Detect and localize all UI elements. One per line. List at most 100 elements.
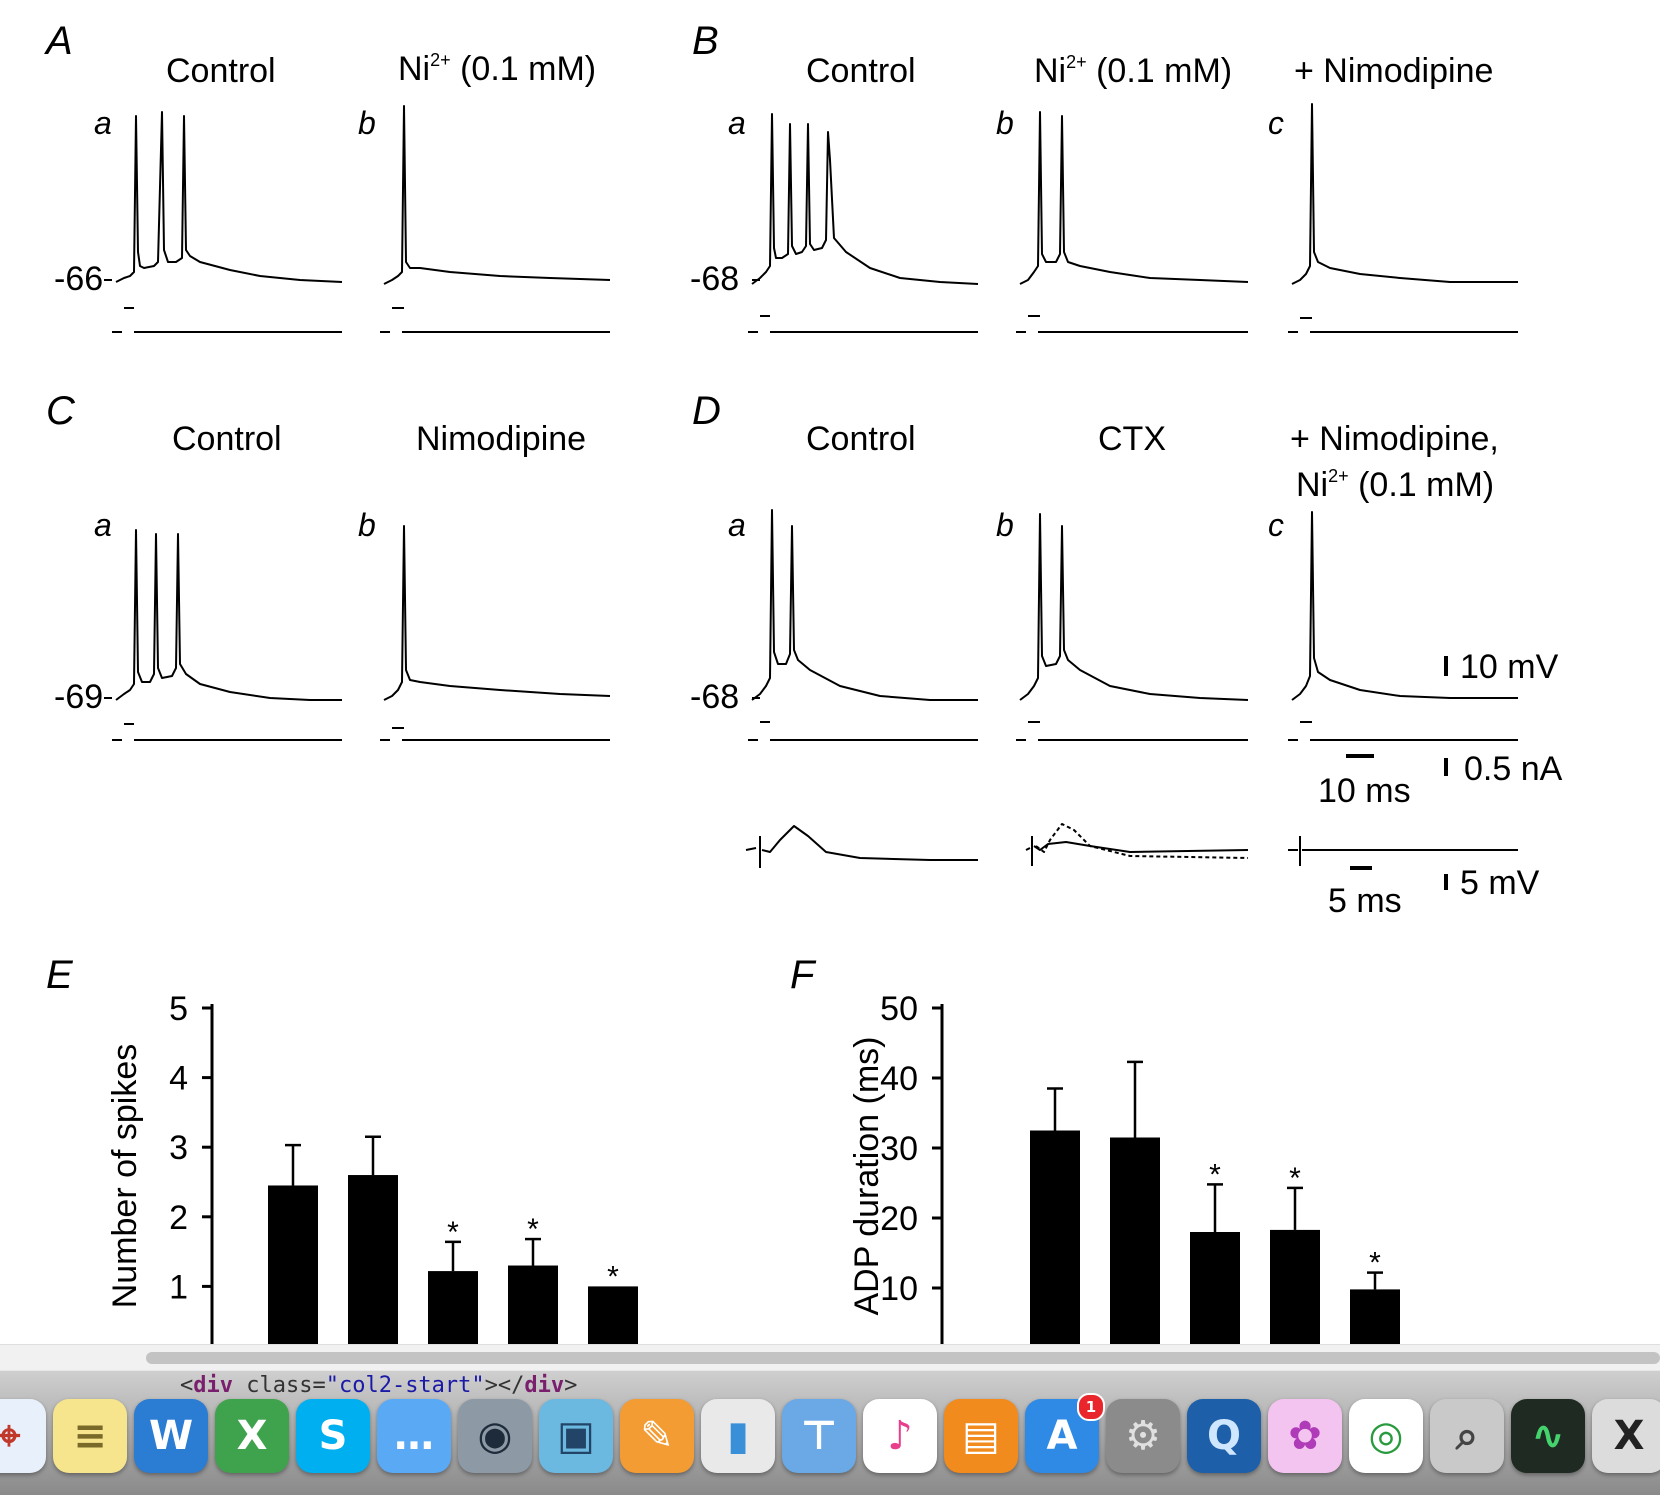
y-axis-label: ADP duration (ms) (848, 1036, 886, 1315)
numbers-glyph-icon: ▮ (726, 1413, 749, 1459)
panel-label-e: E (46, 953, 74, 997)
y-tick-label: 3 (169, 1129, 188, 1167)
activity-monitor-icon[interactable]: ∿ (1511, 1399, 1585, 1473)
flower-app-icon[interactable]: ✿ (1268, 1399, 1342, 1473)
safari-glyph-icon: ⌖ (0, 1413, 21, 1459)
resting-potential-label: -68 (690, 678, 739, 716)
stickies-glyph-icon: ≡ (73, 1413, 107, 1459)
scrollbar-thumb[interactable] (146, 1352, 1660, 1364)
y-tick-label: 4 (169, 1060, 188, 1098)
condition-title: + Nimodipine, (1290, 420, 1499, 458)
bar (268, 1185, 318, 1344)
scalebar-label-inset-time: 5 ms (1328, 882, 1402, 920)
bar (588, 1286, 638, 1344)
voltage-trace (1019, 513, 1249, 701)
subpanel-letter: a (728, 105, 746, 141)
activity-monitor-glyph-icon: ∿ (1531, 1413, 1565, 1459)
significance-marker: * (1289, 1162, 1301, 1195)
chrome-icon[interactable]: ◎ (1349, 1399, 1423, 1473)
condition-title: Control (166, 52, 276, 90)
facetime-icon[interactable]: ◉ (458, 1399, 532, 1473)
scalebar-label-time: 10 ms (1318, 772, 1411, 810)
ibooks-icon[interactable]: ▤ (944, 1399, 1018, 1473)
panel-label-d: D (692, 389, 721, 433)
app-store-glyph-icon: A (1046, 1413, 1078, 1459)
voltage-trace (1291, 511, 1518, 701)
voltage-trace (115, 111, 343, 283)
x11-icon[interactable]: X (1592, 1399, 1660, 1473)
subpanel-letter: a (728, 507, 746, 543)
ibooks-glyph-icon: ▤ (962, 1413, 1000, 1459)
subpanel-letter: c (1268, 507, 1284, 543)
safari-icon[interactable]: ⌖ (0, 1399, 46, 1473)
horizontal-scrollbar[interactable] (0, 1344, 1660, 1371)
y-tick-label: 1 (169, 1268, 188, 1306)
skype-icon[interactable]: S (296, 1399, 370, 1473)
significance-marker: * (447, 1216, 459, 1249)
significance-marker: * (1209, 1158, 1221, 1191)
stickies-icon[interactable]: ≡ (53, 1399, 127, 1473)
y-tick-label: 30 (880, 1130, 918, 1168)
condition-title: Control (806, 420, 916, 458)
voltage-trace (1291, 103, 1518, 285)
bar (1190, 1232, 1240, 1344)
notification-badge: 1 (1077, 1393, 1105, 1421)
significance-marker: * (607, 1260, 619, 1293)
condition-title: Control (172, 420, 282, 458)
condition-title: + Nimodipine (1294, 52, 1493, 90)
bar (1270, 1229, 1320, 1344)
subpanel-letter: b (996, 507, 1014, 543)
subpanel-letter: a (94, 105, 112, 141)
condition-title: Nimodipine (416, 420, 586, 458)
current-steps (112, 307, 1518, 741)
system-preferences-glyph-icon: ⚙ (1125, 1413, 1161, 1459)
scalebar-label-current: 0.5 nA (1464, 750, 1563, 788)
vm-ticks (104, 279, 760, 699)
preview-glyph-icon: ⌕ (1455, 1413, 1479, 1459)
y-tick-label: 40 (880, 1060, 918, 1098)
messages-icon[interactable]: … (377, 1399, 451, 1473)
word-icon[interactable]: W (134, 1399, 208, 1473)
scale-bars (1346, 656, 1448, 890)
x11-glyph-icon: X (1613, 1413, 1645, 1459)
figure-canvas: A B C D E F Control Ni2+ (0.1 mM) a b -6… (44, 19, 1563, 1344)
resting-potential-label: -68 (690, 260, 739, 298)
subpanel-letter: c (1268, 105, 1284, 141)
voltage-trace (1019, 111, 1249, 285)
panel-label-f: F (790, 953, 817, 997)
itunes-icon[interactable]: ♪ (863, 1399, 937, 1473)
condition-title: Ni2+ (0.1 mM) (1296, 466, 1494, 504)
system-preferences-icon[interactable]: ⚙ (1106, 1399, 1180, 1473)
pages-icon[interactable]: ✎ (620, 1399, 694, 1473)
bar (508, 1265, 558, 1344)
pages-glyph-icon: ✎ (640, 1413, 674, 1459)
subpanel-letter: b (996, 105, 1014, 141)
panel-label-b: B (692, 19, 719, 63)
bar (1110, 1137, 1160, 1344)
excel-icon[interactable]: X (215, 1399, 289, 1473)
iphoto-icon[interactable]: ▣ (539, 1399, 613, 1473)
flower-app-glyph-icon: ✿ (1288, 1413, 1322, 1459)
resting-potential-label: -69 (54, 678, 103, 716)
numbers-icon[interactable]: ▮ (701, 1399, 775, 1473)
skype-glyph-icon: S (318, 1413, 348, 1459)
condition-title: Ni2+ (0.1 mM) (1034, 52, 1232, 90)
significance-marker: * (527, 1213, 539, 1246)
facetime-glyph-icon: ◉ (477, 1413, 513, 1459)
scalebar-label-voltage: 10 mV (1460, 648, 1559, 686)
voltage-trace (383, 525, 611, 701)
bar-chart-spikes: 5 4 3 2 1 Number of spikes * * * (106, 990, 638, 1344)
dock: <div class="col2-start"></div> ⌖ ≡ W X S… ◉ ▣ ✎… (0, 1370, 1660, 1495)
keynote-icon[interactable]: ⊤ (782, 1399, 856, 1473)
panel-label-a: A (44, 19, 73, 63)
subpanel-letter: b (358, 507, 376, 543)
y-tick-label: 2 (169, 1199, 188, 1237)
quicktime-icon[interactable]: Q (1187, 1399, 1261, 1473)
bar (1350, 1289, 1400, 1344)
condition-title: Control (806, 52, 916, 90)
iphoto-glyph-icon: ▣ (557, 1413, 595, 1459)
preview-icon[interactable]: ⌕ (1430, 1399, 1504, 1473)
figure-svg: A B C D E F Control Ni2+ (0.1 mM) a b -6… (44, 19, 1563, 1344)
excel-glyph-icon: X (236, 1413, 268, 1459)
